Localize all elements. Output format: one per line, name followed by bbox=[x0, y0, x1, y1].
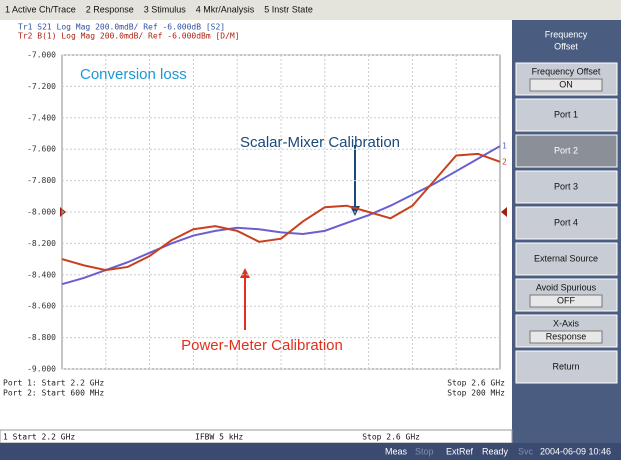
softkey[interactable] bbox=[515, 350, 618, 384]
trace-header: Tr2 B(1) Log Mag 200.0mdB/ Ref -6.000dBm… bbox=[18, 32, 240, 41]
softkey[interactable] bbox=[515, 134, 618, 168]
status-bar-item: Meas bbox=[385, 446, 408, 456]
footer-text: Port 1: Start 2.2 GHz bbox=[3, 379, 104, 388]
trace-label: 1 bbox=[502, 142, 507, 151]
status-bar bbox=[0, 443, 621, 460]
softkey-value: ON bbox=[559, 79, 573, 89]
softkey[interactable] bbox=[515, 170, 618, 204]
arrow-head bbox=[240, 268, 250, 278]
y-tick-label: -8.600 bbox=[27, 302, 56, 311]
menu-item[interactable]: 4 Mkr/Analysis bbox=[196, 4, 255, 14]
status-bar-item: Stop bbox=[415, 446, 434, 456]
softkey-label: Port 2 bbox=[554, 145, 578, 155]
softkey-value: OFF bbox=[557, 295, 575, 305]
menu-item[interactable]: 2 Response bbox=[86, 4, 134, 14]
menu-bar bbox=[0, 0, 621, 20]
chart-area bbox=[0, 20, 512, 430]
softkey-label: Return bbox=[552, 361, 579, 371]
status-bar-item: ExtRef bbox=[446, 446, 474, 456]
y-tick-label: -7.000 bbox=[27, 51, 56, 60]
menu-item[interactable]: 5 Instr State bbox=[264, 4, 313, 14]
softkey-value-box bbox=[529, 330, 603, 344]
softkey-value-box bbox=[529, 294, 603, 308]
annotation: Power-Meter Calibration bbox=[181, 337, 343, 354]
footer-text: Stop 200 MHz bbox=[447, 389, 505, 398]
y-tick-label: -7.200 bbox=[27, 82, 56, 91]
status-text: IFBW 5 kHz bbox=[195, 433, 243, 442]
softkey-value-box bbox=[529, 78, 603, 92]
y-tick-label: -7.800 bbox=[27, 176, 56, 185]
status-text: Stop 2.6 GHz bbox=[362, 433, 420, 442]
y-tick-label: -8.000 bbox=[27, 208, 56, 217]
softkey-label: Port 1 bbox=[554, 109, 578, 119]
trace bbox=[61, 145, 501, 286]
y-tick-label: -8.200 bbox=[27, 239, 56, 248]
trace bbox=[61, 152, 501, 272]
footer-text: Port 2: Start 600 MHz bbox=[3, 389, 104, 398]
status-bar-item: 2004-06-09 10:46 bbox=[540, 446, 611, 456]
softkey[interactable] bbox=[515, 242, 618, 276]
menu-item[interactable]: 1 Active Ch/Trace bbox=[5, 4, 76, 14]
softkey-label: Port 3 bbox=[554, 181, 578, 191]
y-tick-label: -7.400 bbox=[27, 113, 56, 122]
y-tick-label: -8.800 bbox=[27, 333, 56, 342]
softkey-title: Offset bbox=[554, 41, 578, 51]
y-tick-label: -9.000 bbox=[27, 365, 56, 374]
softkey-label: Port 4 bbox=[554, 217, 578, 227]
softkey-label: External Source bbox=[534, 253, 598, 263]
y-tick-label: -8.400 bbox=[27, 270, 56, 279]
softkey-label: X-Axis bbox=[553, 318, 580, 328]
softkey[interactable] bbox=[515, 206, 618, 240]
status-bar-item: Svc bbox=[518, 446, 534, 456]
trace-label: 2 bbox=[502, 157, 507, 166]
ref-marker bbox=[501, 207, 507, 217]
menu-item[interactable]: 3 Stimulus bbox=[144, 4, 187, 14]
softkey-title: Frequency bbox=[545, 29, 588, 39]
softkey-label: Frequency Offset bbox=[532, 66, 601, 76]
annotation: Scalar-Mixer Calibration bbox=[240, 134, 400, 151]
status-bar-item: Ready bbox=[482, 446, 509, 456]
softkey[interactable] bbox=[515, 98, 618, 132]
status-text: 1 Start 2.2 GHz bbox=[3, 433, 75, 442]
status-line bbox=[0, 429, 513, 444]
softkey-value: Response bbox=[546, 331, 587, 341]
annotation: Conversion loss bbox=[80, 66, 187, 83]
y-tick-label: -7.600 bbox=[27, 145, 56, 154]
trace-header: Tr1 S21 Log Mag 200.0mdB/ Ref -6.000dB [… bbox=[18, 23, 225, 32]
footer-text: Stop 2.6 GHz bbox=[447, 379, 505, 388]
softkey-label: Avoid Spurious bbox=[536, 282, 597, 292]
